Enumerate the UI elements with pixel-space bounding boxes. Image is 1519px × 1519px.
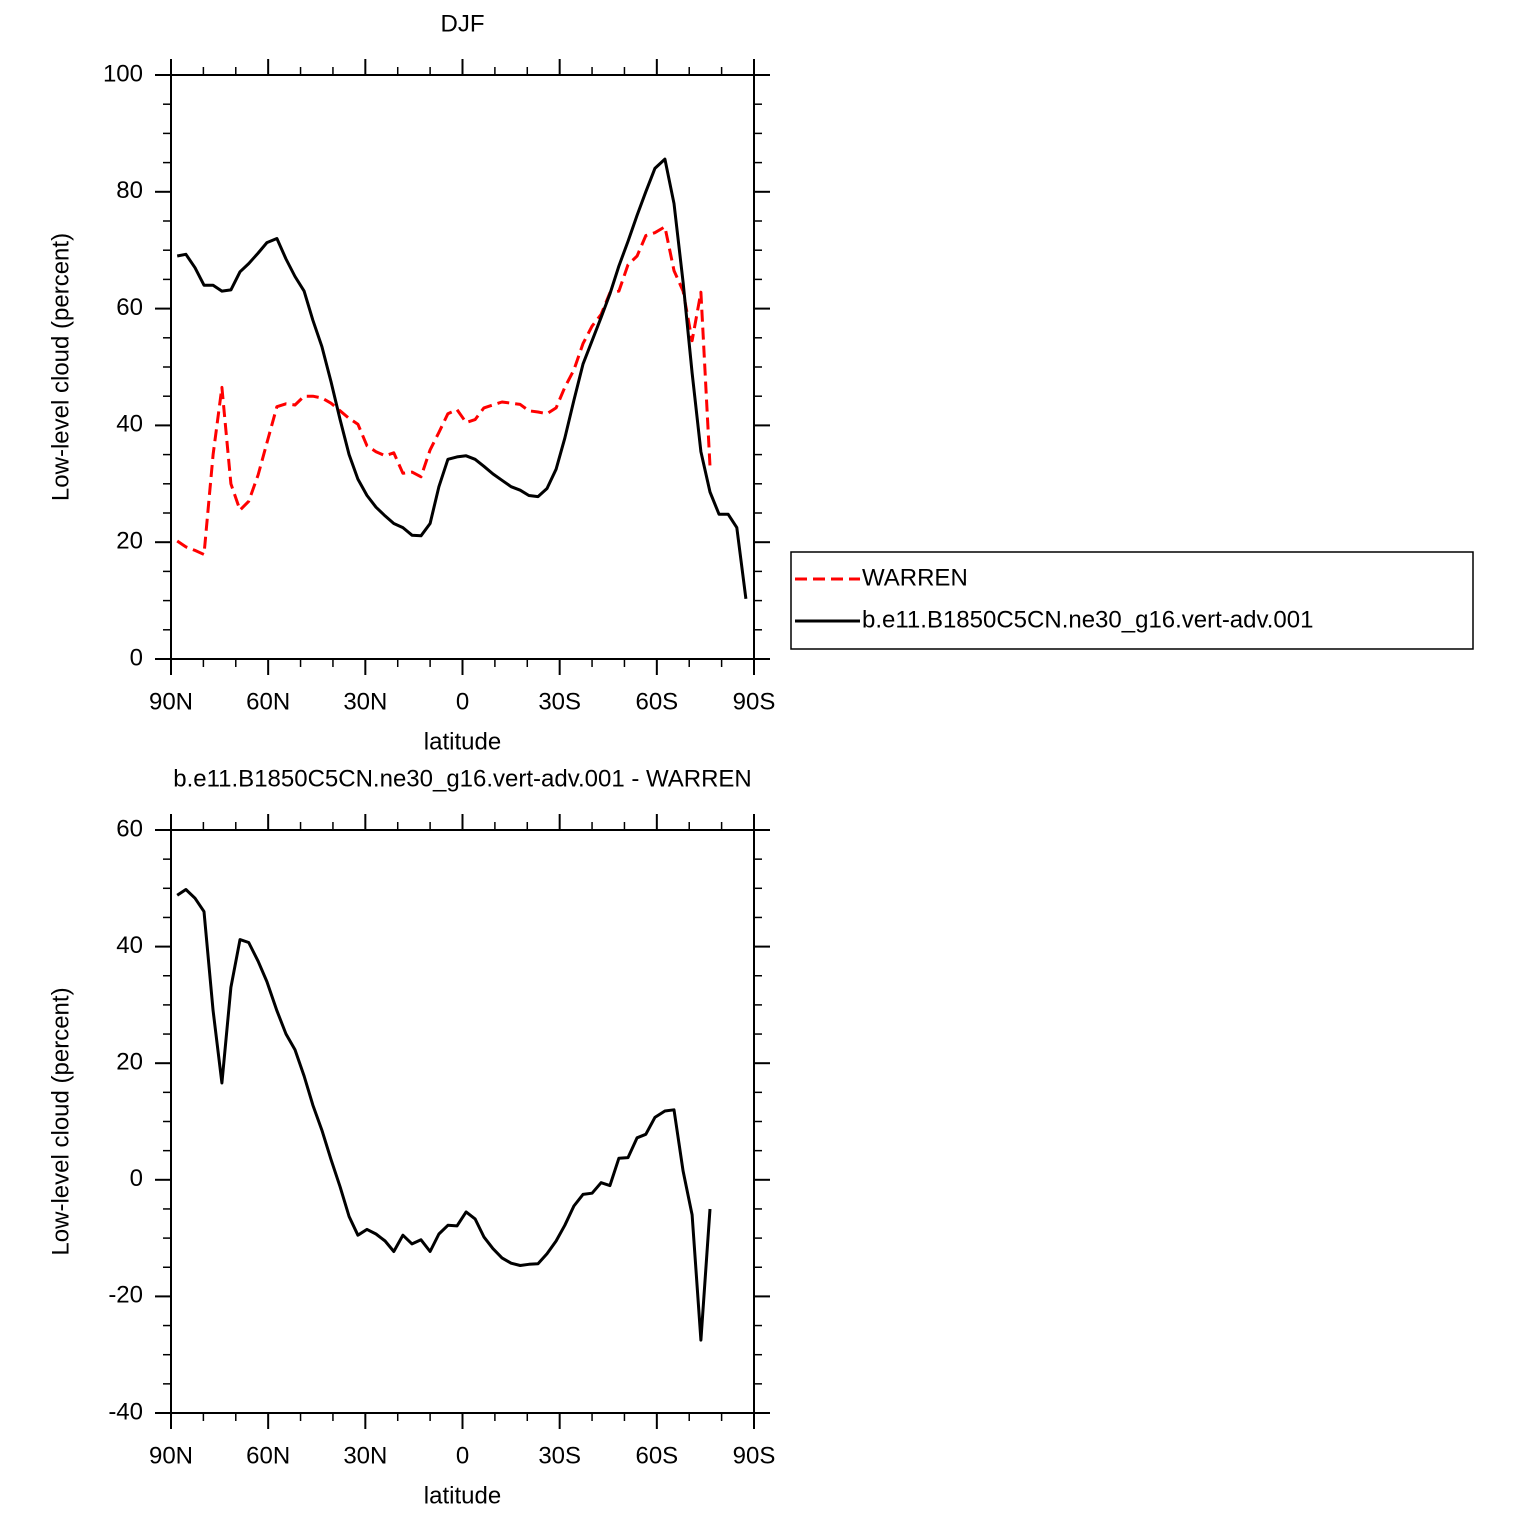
legend-box bbox=[790, 551, 1474, 650]
x-tick-label: 60N bbox=[246, 1442, 290, 1469]
y-tick-label: 20 bbox=[116, 1049, 143, 1076]
y-tick-label: 80 bbox=[116, 177, 143, 204]
y-tick-label: 40 bbox=[116, 932, 143, 959]
x-axis-label: latitude bbox=[424, 728, 501, 755]
x-tick-label: 60N bbox=[246, 688, 290, 715]
y-tick-label: 60 bbox=[116, 294, 143, 321]
y-tick-label: -40 bbox=[108, 1398, 143, 1425]
y-tick-label: -20 bbox=[108, 1282, 143, 1309]
x-tick-label: 30S bbox=[538, 1442, 581, 1469]
y-axis-label: Low-level cloud (percent) bbox=[47, 987, 74, 1255]
x-tick-label: 60S bbox=[635, 1442, 678, 1469]
x-tick-label: 30N bbox=[343, 688, 387, 715]
x-tick-label: 0 bbox=[456, 688, 469, 715]
x-tick-label: 30S bbox=[538, 688, 581, 715]
chart-title: b.e11.B1850C5CN.ne30_g16.vert-adv.001 - … bbox=[173, 765, 752, 792]
x-tick-label: 0 bbox=[456, 1442, 469, 1469]
plot-frame bbox=[170, 829, 755, 1414]
series-line bbox=[176, 157, 748, 599]
x-tick-label: 60S bbox=[635, 688, 678, 715]
chart-title: DJF bbox=[441, 10, 485, 37]
x-tick-label: 90N bbox=[149, 1442, 193, 1469]
y-axis-label: Low-level cloud (percent) bbox=[47, 233, 74, 501]
x-tick-label: 30N bbox=[343, 1442, 387, 1469]
x-tick-label: 90S bbox=[733, 1442, 776, 1469]
x-axis-label: latitude bbox=[424, 1482, 501, 1509]
y-tick-label: 0 bbox=[130, 1165, 143, 1192]
series-line bbox=[176, 225, 712, 556]
y-tick-label: 60 bbox=[116, 815, 143, 842]
y-tick-label: 20 bbox=[116, 528, 143, 555]
x-tick-label: 90S bbox=[733, 688, 776, 715]
y-tick-label: 0 bbox=[130, 644, 143, 671]
y-tick-label: 100 bbox=[103, 60, 143, 87]
legend-label: WARREN bbox=[862, 564, 968, 591]
y-tick-label: 40 bbox=[116, 411, 143, 438]
x-tick-label: 90N bbox=[149, 688, 193, 715]
series-line bbox=[176, 888, 712, 1342]
legend-label: b.e11.B1850C5CN.ne30_g16.vert-adv.001 bbox=[862, 606, 1313, 633]
